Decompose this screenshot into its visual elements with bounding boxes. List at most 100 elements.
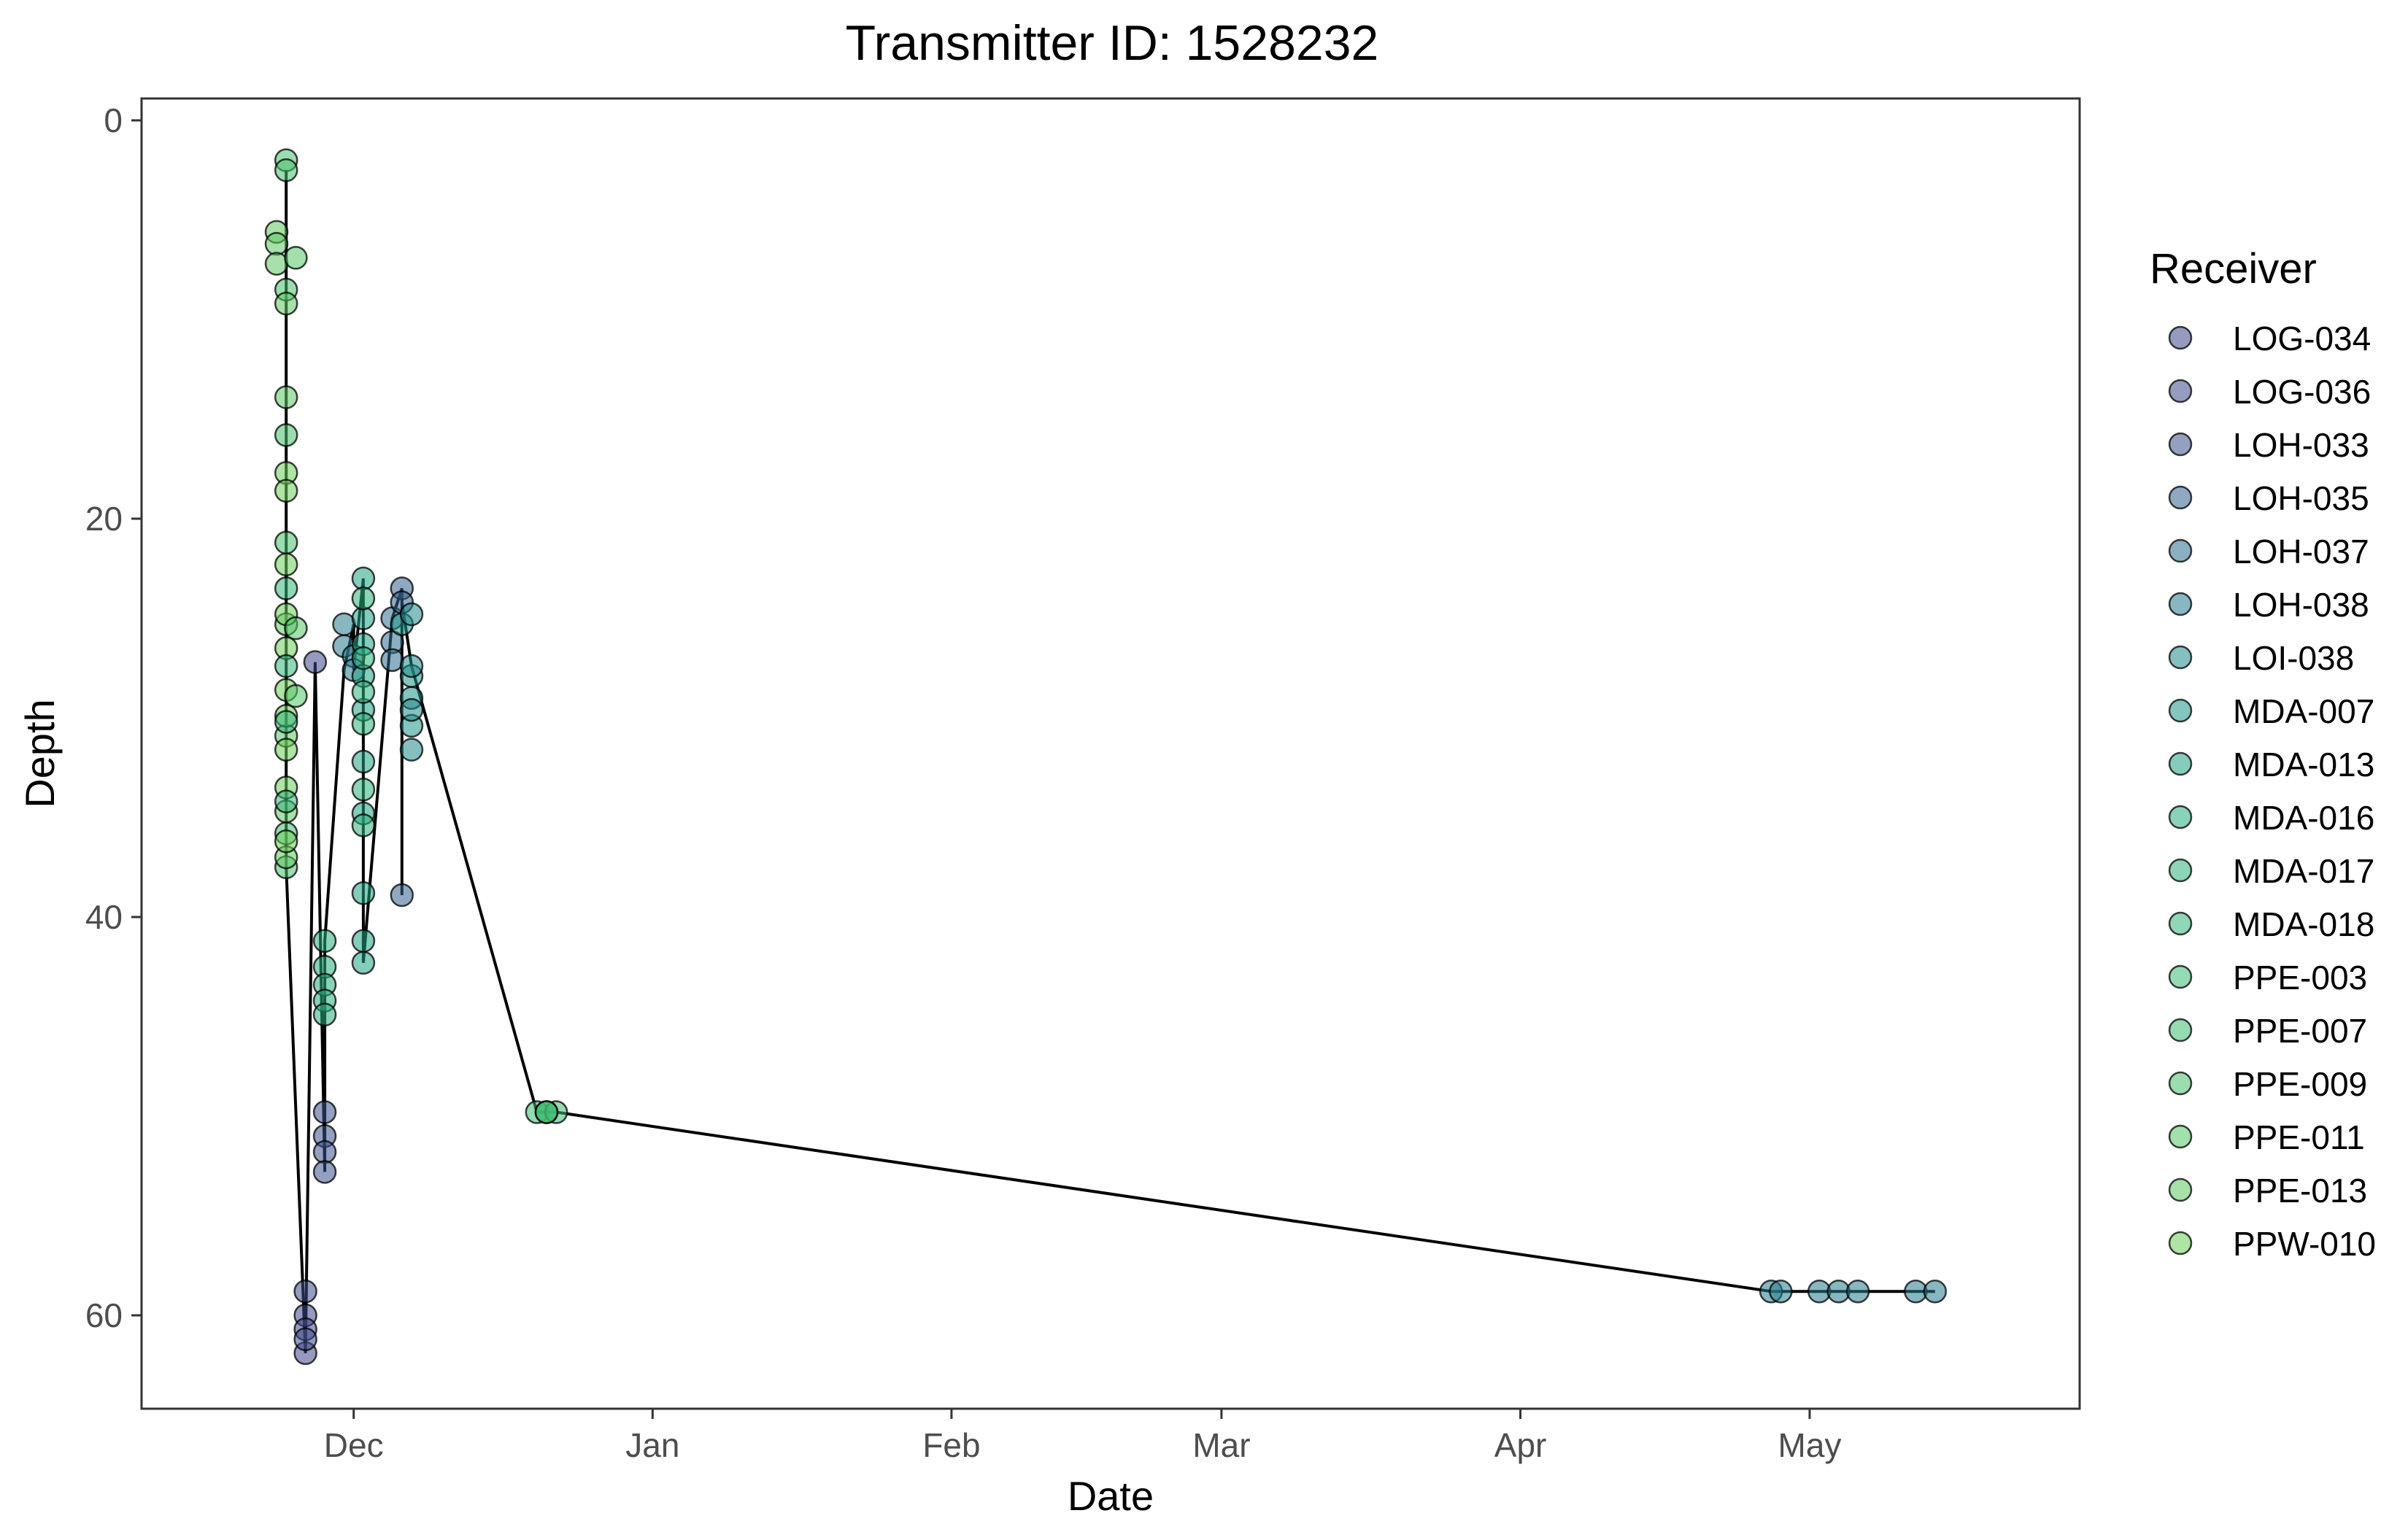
- data-point: [1769, 1279, 1793, 1304]
- data-point: [312, 1160, 337, 1184]
- data-point: [274, 738, 298, 762]
- legend-label: PPE-007: [2233, 1012, 2367, 1050]
- data-point: [351, 680, 376, 704]
- data-point: [274, 291, 298, 316]
- legend-key: [2168, 858, 2193, 883]
- legend-key: [2168, 325, 2193, 350]
- legend-label: PPW-010: [2233, 1225, 2376, 1263]
- legend-key: [2168, 1018, 2193, 1042]
- data-point: [274, 710, 298, 734]
- y-tick-label: 60: [85, 1296, 123, 1334]
- data-point: [274, 552, 298, 577]
- data-point: [284, 616, 308, 641]
- data-point: [274, 479, 298, 503]
- x-axis-title: Date: [1068, 1473, 1154, 1519]
- legend-label: MDA-018: [2233, 905, 2374, 943]
- data-point: [351, 881, 376, 905]
- data-point: [399, 697, 424, 722]
- data-point: [303, 650, 328, 674]
- data-point: [264, 232, 289, 256]
- x-axis: Dec Jan Feb Mar Apr May: [324, 1409, 1842, 1464]
- x-tick-label: Mar: [1192, 1426, 1250, 1464]
- legend-title: Receiver: [2150, 245, 2317, 293]
- data-point: [399, 654, 424, 678]
- data-point: [1845, 1279, 1870, 1304]
- legend-key: [2168, 805, 2193, 829]
- y-tick-label: 40: [85, 898, 123, 936]
- data-point: [351, 711, 376, 736]
- legend-label: PPE-013: [2233, 1172, 2367, 1210]
- data-point: [351, 586, 376, 611]
- data-point: [351, 813, 376, 837]
- legend-label: PPE-003: [2233, 959, 2367, 997]
- legend-label: LOH-035: [2233, 479, 2369, 517]
- chart-title: Transmitter ID: 1528232: [846, 15, 1379, 71]
- data-point: [312, 1002, 337, 1027]
- legend-label: MDA-013: [2233, 746, 2374, 784]
- data-point: [274, 829, 298, 854]
- data-point: [274, 423, 298, 447]
- data-point: [351, 566, 376, 591]
- x-tick-label: Feb: [922, 1426, 980, 1464]
- legend-key: [2168, 432, 2193, 457]
- legend-items: LOG-034 LOG-036 LOH-033 LOH-035 LOH-037 LOH-0…: [2168, 320, 2376, 1263]
- legend-key: [2168, 379, 2193, 403]
- legend-key: [2168, 1231, 2193, 1256]
- data-point: [274, 789, 298, 813]
- data-point: [312, 1100, 337, 1124]
- legend-key: [2168, 698, 2193, 723]
- legend-label: MDA-016: [2233, 799, 2374, 837]
- data-point: [351, 929, 376, 953]
- legend-key: [2168, 485, 2193, 510]
- legend-key: [2168, 911, 2193, 936]
- x-tick-label: Jan: [625, 1426, 679, 1464]
- legend: Receiver LOG-034 LOG-036 LOH-033 LOH-035 LOH…: [2150, 245, 2376, 1263]
- legend-label: MDA-017: [2233, 852, 2374, 890]
- legend-label: LOH-033: [2233, 426, 2369, 464]
- legend-key: [2168, 1177, 2193, 1202]
- legend-label: LOG-034: [2233, 320, 2371, 357]
- legend-label: LOH-038: [2233, 586, 2369, 624]
- y-tick-label: 20: [85, 500, 123, 538]
- data-point: [351, 606, 376, 630]
- data-point: [351, 749, 376, 774]
- data-point: [274, 158, 298, 182]
- data-point: [534, 1100, 559, 1124]
- data-point: [274, 576, 298, 600]
- legend-label: PPE-009: [2233, 1065, 2367, 1103]
- legend-label: LOH-037: [2233, 533, 2369, 570]
- x-tick-label: Dec: [324, 1426, 384, 1464]
- legend-key: [2168, 1124, 2193, 1149]
- data-point: [399, 738, 424, 762]
- y-tick-label: 0: [104, 101, 123, 139]
- data-point: [284, 246, 308, 270]
- data-point: [1923, 1279, 1948, 1304]
- legend-key: [2168, 592, 2193, 616]
- legend-key: [2168, 751, 2193, 776]
- data-point: [274, 654, 298, 678]
- legend-key: [2168, 538, 2193, 563]
- data-point: [312, 929, 337, 953]
- data-point: [312, 1140, 337, 1164]
- plot-panel: [140, 97, 2081, 1410]
- data-point: [351, 951, 376, 975]
- legend-label: PPE-011: [2233, 1118, 2365, 1156]
- legend-label: LOG-036: [2233, 373, 2371, 411]
- y-axis-title: Depth: [17, 699, 63, 808]
- data-point: [390, 883, 414, 908]
- legend-label: MDA-007: [2233, 692, 2374, 730]
- data-point: [284, 684, 308, 708]
- legend-label: LOI-038: [2233, 639, 2354, 677]
- data-points: [264, 148, 1948, 1366]
- legend-key: [2168, 645, 2193, 670]
- legend-key: [2168, 964, 2193, 989]
- data-point: [351, 778, 376, 802]
- legend-key: [2168, 1071, 2193, 1096]
- data-point: [351, 646, 376, 670]
- data-point: [399, 602, 424, 627]
- x-tick-label: Apr: [1494, 1426, 1547, 1464]
- x-tick-label: May: [1778, 1426, 1842, 1464]
- data-point: [274, 530, 298, 555]
- data-point: [274, 385, 298, 409]
